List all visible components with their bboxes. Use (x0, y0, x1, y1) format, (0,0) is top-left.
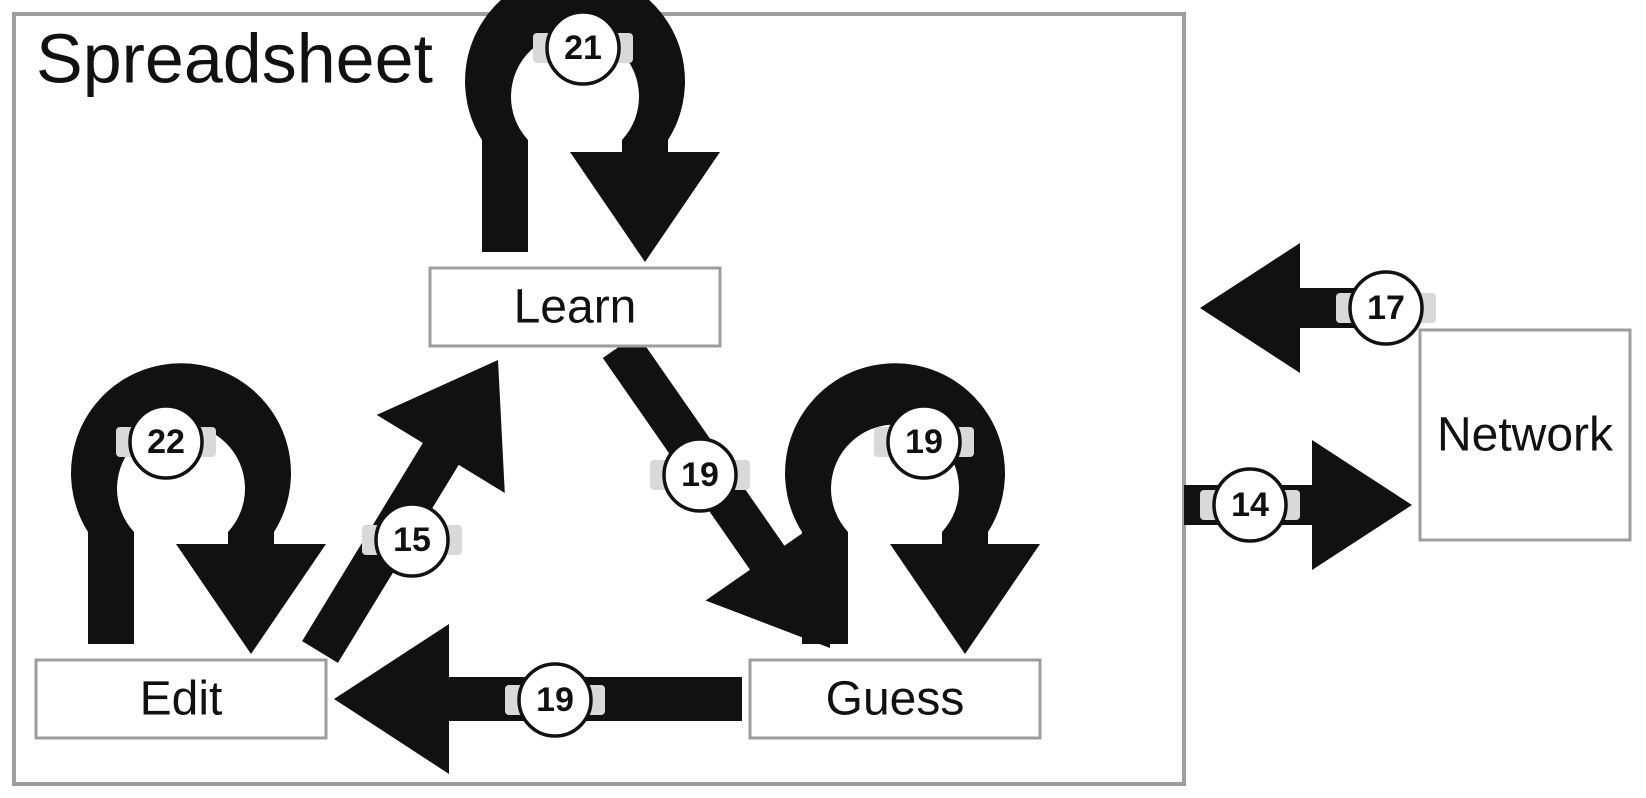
node-label-network: Network (1437, 409, 1614, 462)
edge-weight: 19 (536, 681, 574, 719)
edge-weight: 22 (147, 423, 185, 461)
edge-edit-self (71, 363, 326, 654)
edge-weight: 14 (1231, 486, 1269, 524)
edge-weight: 17 (1367, 289, 1405, 327)
edge-weight: 21 (564, 29, 602, 67)
container-label: Spreadsheet (36, 19, 433, 97)
node-label-learn: Learn (514, 281, 637, 334)
edge-weight: 19 (681, 456, 719, 494)
edge-weight: 15 (393, 521, 431, 559)
diagram-canvas: Spreadsheet 21 22 19 19 19 15 14 17 Learn Guess Edi… (0, 0, 1646, 798)
edges-layer: 21 22 19 19 19 15 14 17 (71, 0, 1436, 774)
node-label-guess: Guess (826, 673, 965, 726)
node-label-edit: Edit (140, 673, 223, 726)
edge-weight: 19 (905, 423, 943, 461)
